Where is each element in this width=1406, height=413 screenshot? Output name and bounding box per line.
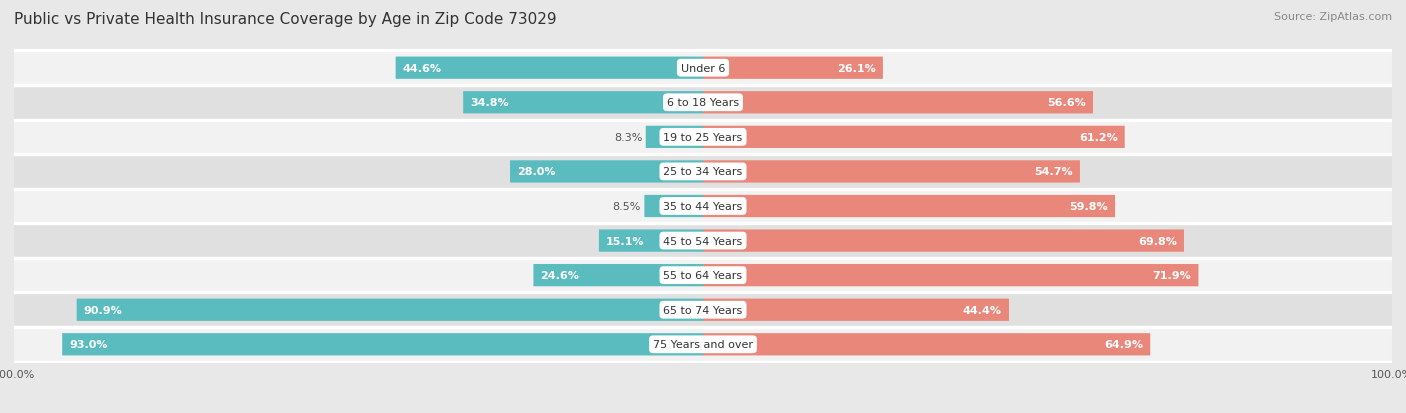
Text: 69.8%: 69.8% <box>1137 236 1177 246</box>
FancyBboxPatch shape <box>703 333 1150 356</box>
Text: 71.9%: 71.9% <box>1153 271 1191 280</box>
Text: 54.7%: 54.7% <box>1035 167 1073 177</box>
FancyBboxPatch shape <box>533 264 703 287</box>
FancyBboxPatch shape <box>644 195 703 218</box>
FancyBboxPatch shape <box>703 92 1092 114</box>
FancyBboxPatch shape <box>703 299 1010 321</box>
Text: Source: ZipAtlas.com: Source: ZipAtlas.com <box>1274 12 1392 22</box>
Text: 28.0%: 28.0% <box>517 167 555 177</box>
Text: 25 to 34 Years: 25 to 34 Years <box>664 167 742 177</box>
Text: 24.6%: 24.6% <box>540 271 579 280</box>
FancyBboxPatch shape <box>703 195 1115 218</box>
FancyBboxPatch shape <box>395 57 703 80</box>
FancyBboxPatch shape <box>14 51 1392 86</box>
Text: 56.6%: 56.6% <box>1047 98 1085 108</box>
Text: 93.0%: 93.0% <box>69 339 108 349</box>
Text: Public vs Private Health Insurance Coverage by Age in Zip Code 73029: Public vs Private Health Insurance Cover… <box>14 12 557 27</box>
Text: 26.1%: 26.1% <box>837 64 876 74</box>
Text: 6 to 18 Years: 6 to 18 Years <box>666 98 740 108</box>
Text: 45 to 54 Years: 45 to 54 Years <box>664 236 742 246</box>
Text: 44.4%: 44.4% <box>963 305 1002 315</box>
Text: 65 to 74 Years: 65 to 74 Years <box>664 305 742 315</box>
FancyBboxPatch shape <box>599 230 703 252</box>
Text: 15.1%: 15.1% <box>606 236 644 246</box>
Text: 44.6%: 44.6% <box>402 64 441 74</box>
FancyBboxPatch shape <box>14 258 1392 293</box>
FancyBboxPatch shape <box>14 327 1392 362</box>
FancyBboxPatch shape <box>14 120 1392 155</box>
Text: 75 Years and over: 75 Years and over <box>652 339 754 349</box>
Text: Under 6: Under 6 <box>681 64 725 74</box>
FancyBboxPatch shape <box>463 92 703 114</box>
FancyBboxPatch shape <box>703 161 1080 183</box>
Text: 34.8%: 34.8% <box>470 98 509 108</box>
FancyBboxPatch shape <box>645 126 703 149</box>
FancyBboxPatch shape <box>77 299 703 321</box>
Text: 8.3%: 8.3% <box>614 133 643 142</box>
FancyBboxPatch shape <box>510 161 703 183</box>
Text: 64.9%: 64.9% <box>1104 339 1143 349</box>
Text: 19 to 25 Years: 19 to 25 Years <box>664 133 742 142</box>
FancyBboxPatch shape <box>703 57 883 80</box>
FancyBboxPatch shape <box>703 264 1198 287</box>
FancyBboxPatch shape <box>62 333 703 356</box>
FancyBboxPatch shape <box>14 155 1392 189</box>
Text: 8.5%: 8.5% <box>613 202 641 211</box>
Text: 35 to 44 Years: 35 to 44 Years <box>664 202 742 211</box>
Text: 59.8%: 59.8% <box>1070 202 1108 211</box>
FancyBboxPatch shape <box>703 126 1125 149</box>
Text: 61.2%: 61.2% <box>1078 133 1118 142</box>
FancyBboxPatch shape <box>14 189 1392 224</box>
FancyBboxPatch shape <box>14 224 1392 258</box>
Text: 55 to 64 Years: 55 to 64 Years <box>664 271 742 280</box>
Text: 90.9%: 90.9% <box>83 305 122 315</box>
FancyBboxPatch shape <box>14 293 1392 327</box>
FancyBboxPatch shape <box>14 86 1392 120</box>
FancyBboxPatch shape <box>703 230 1184 252</box>
